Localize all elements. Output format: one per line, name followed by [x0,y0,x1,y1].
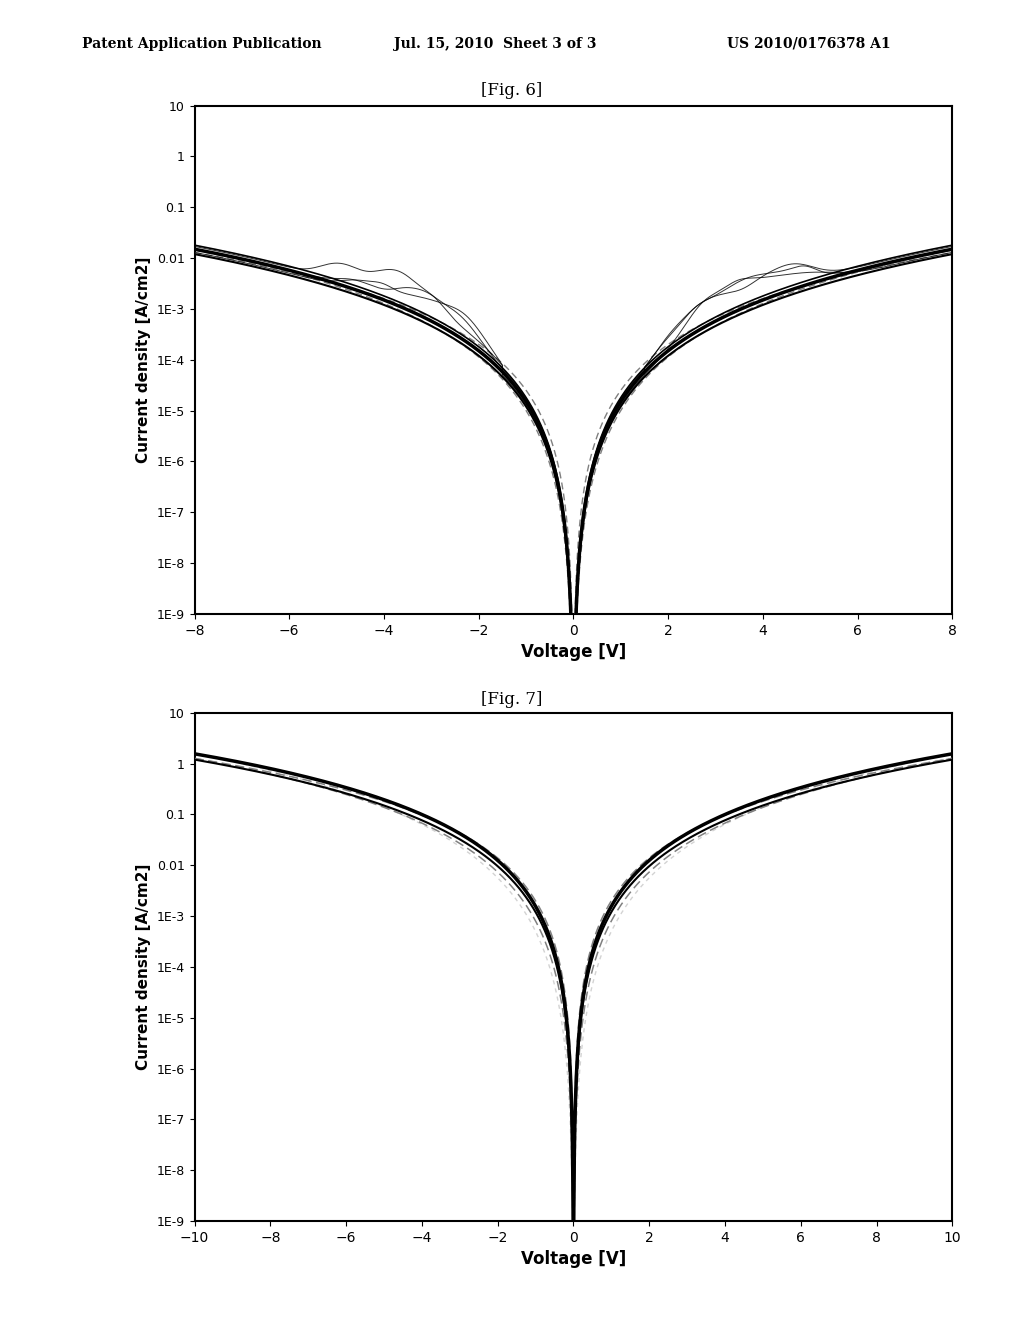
Y-axis label: Current density [A/cm2]: Current density [A/cm2] [136,863,151,1071]
Text: [Fig. 6]: [Fig. 6] [481,82,543,99]
Text: US 2010/0176378 A1: US 2010/0176378 A1 [727,37,891,51]
Text: Jul. 15, 2010  Sheet 3 of 3: Jul. 15, 2010 Sheet 3 of 3 [394,37,597,51]
Y-axis label: Current density [A/cm2]: Current density [A/cm2] [136,256,151,463]
X-axis label: Voltage [V]: Voltage [V] [521,1250,626,1269]
X-axis label: Voltage [V]: Voltage [V] [521,643,626,661]
Text: Patent Application Publication: Patent Application Publication [82,37,322,51]
Text: [Fig. 7]: [Fig. 7] [481,690,543,708]
